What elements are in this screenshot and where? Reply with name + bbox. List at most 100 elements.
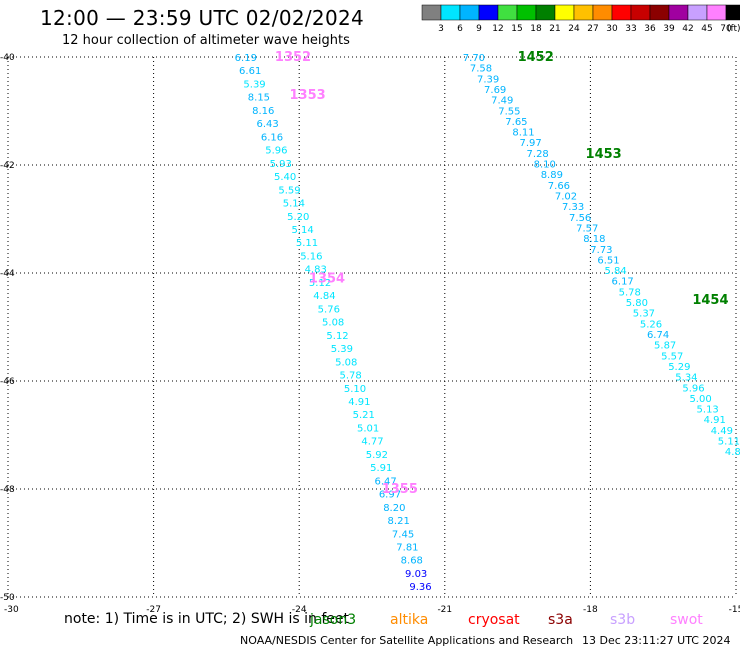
wave-height-point: 8.18 bbox=[583, 234, 605, 245]
wave-height-point: 5.01 bbox=[357, 423, 379, 434]
wave-height-point: 7.33 bbox=[562, 202, 584, 213]
wave-height-point: 5.40 bbox=[274, 172, 296, 183]
colorbar-swatch bbox=[573, 4, 594, 21]
colorbar-label: 12 bbox=[492, 24, 503, 34]
colorbar-label: 36 bbox=[644, 24, 656, 34]
colorbar-label: 70 bbox=[720, 24, 732, 34]
wave-height-point: 5.10 bbox=[344, 384, 366, 395]
wave-height-point: 5.37 bbox=[633, 309, 655, 320]
wave-height-point: 5.14 bbox=[283, 199, 305, 210]
colorbar-swatch bbox=[440, 4, 461, 21]
wave-height-point: 6.17 bbox=[612, 277, 634, 288]
wave-height-point: 5.16 bbox=[300, 251, 322, 262]
colorbar-label: 27 bbox=[587, 24, 598, 34]
satellite-legend-jason3: jason3 bbox=[310, 612, 357, 628]
wave-height-point: 6.51 bbox=[597, 255, 619, 266]
wave-height-point: 5.14 bbox=[291, 225, 313, 236]
wave-height-point: 4.84 bbox=[313, 291, 335, 302]
wave-height-point: 7.57 bbox=[576, 223, 598, 234]
x-tick-label: -27 bbox=[146, 605, 161, 615]
wave-height-point: 5.57 bbox=[661, 351, 683, 362]
wave-height-point: 8.11 bbox=[512, 128, 534, 139]
x-tick-label: -24 bbox=[292, 605, 307, 615]
wave-height-point: 7.56 bbox=[569, 213, 591, 224]
wave-height-point: 5.12 bbox=[309, 278, 331, 289]
wave-height-point: 8.15 bbox=[248, 93, 270, 104]
satellite-legend-s3b: s3b bbox=[610, 612, 636, 628]
colorbar-label: 42 bbox=[682, 24, 693, 34]
wave-height-point: 4.49 bbox=[711, 426, 733, 437]
wave-height-point: 7.45 bbox=[392, 529, 414, 540]
satellite-legend-s3a: s3a bbox=[548, 612, 573, 628]
wave-height-point: 5.92 bbox=[366, 450, 388, 461]
wave-height-point: 5.91 bbox=[370, 463, 392, 474]
colorbar-swatch bbox=[516, 4, 537, 21]
wave-height-point: 6.97 bbox=[379, 490, 401, 501]
wave-height-point: 6.74 bbox=[647, 330, 669, 341]
wave-height-point: 8.68 bbox=[401, 556, 423, 567]
colorbar-unit: (ft) bbox=[727, 24, 740, 34]
wave-height-point: 7.73 bbox=[590, 245, 612, 256]
wave-height-point: 5.08 bbox=[322, 318, 344, 329]
colorbar-label: 45 bbox=[701, 24, 712, 34]
wave-height-point: 5.21 bbox=[353, 410, 375, 421]
wave-height-point: 6.16 bbox=[261, 132, 283, 143]
colorbar-swatch bbox=[478, 4, 499, 21]
wave-height-point: 7.81 bbox=[396, 543, 418, 554]
wave-height-point: 5.11 bbox=[296, 238, 318, 249]
axis-ticks: -30 -27 -24 -21 -18 -15 -40 -42 -44 -46 -48 -50 bbox=[0, 53, 740, 615]
colorbar-label: 30 bbox=[606, 24, 618, 34]
y-tick-label: -48 bbox=[0, 485, 15, 495]
wave-height-point: 4.91 bbox=[348, 397, 370, 408]
wave-height-point: 5.87 bbox=[654, 341, 676, 352]
wave-height-point: 5.84 bbox=[604, 266, 626, 277]
wave-height-point: 7.02 bbox=[555, 192, 577, 203]
chart-subtitle: 12 hour collection of altimeter wave hei… bbox=[62, 33, 350, 48]
track-time-label: 1354 bbox=[309, 271, 345, 286]
grid-lines bbox=[7, 56, 737, 598]
y-tick-label: -40 bbox=[0, 53, 15, 63]
note-text: note: 1) Time is in UTC; 2) SWH is in fe… bbox=[64, 611, 350, 627]
colorbar-swatch bbox=[630, 4, 651, 21]
colorbar-label: 33 bbox=[625, 24, 636, 34]
colorbar-swatch bbox=[535, 4, 556, 21]
satellite-legend-altika: altika bbox=[390, 612, 429, 628]
colorbar-swatch bbox=[421, 4, 442, 21]
colorbar-swatch bbox=[592, 4, 613, 21]
wave-height-point: 7.28 bbox=[527, 149, 549, 160]
colorbar-label: 21 bbox=[549, 24, 560, 34]
wave-height-point: 7.39 bbox=[477, 74, 499, 85]
wave-height-point: 5.59 bbox=[278, 185, 300, 196]
track-time-label: 1353 bbox=[289, 88, 325, 103]
colorbar-legend: 3 6 9 12 15 18 21 24 27 30 33 36 39 42 45 70(ft) bbox=[421, 4, 740, 34]
colorbar-swatch bbox=[459, 4, 480, 21]
x-tick-label: -18 bbox=[583, 605, 598, 615]
wave-height-point: 5.80 bbox=[626, 298, 648, 309]
wave-height-point: 5.39 bbox=[243, 79, 265, 90]
wave-height-point: 5.13 bbox=[697, 405, 719, 416]
wave-height-point: 5.20 bbox=[287, 212, 309, 223]
track-time-label: 1355 bbox=[382, 482, 418, 497]
wave-height-point: 4.77 bbox=[361, 437, 383, 448]
wave-height-point: 7.65 bbox=[505, 117, 527, 128]
wave-height-point: 5.12 bbox=[326, 331, 348, 342]
colorbar-swatch bbox=[706, 4, 727, 21]
x-tick-label: -21 bbox=[437, 605, 452, 615]
wave-height-point: 5.11 bbox=[718, 437, 740, 448]
wave-height-point: 7.97 bbox=[519, 138, 541, 149]
timestamp-text: 13 Dec 23:11:27 UTC 2024 bbox=[582, 634, 731, 647]
x-tick-label: -30 bbox=[4, 605, 19, 615]
wave-height-point: 8.16 bbox=[252, 106, 274, 117]
colorbar-swatch bbox=[611, 4, 632, 21]
colorbar-swatch bbox=[668, 4, 689, 21]
colorbar-label: 24 bbox=[568, 24, 580, 34]
wave-height-point: 7.66 bbox=[548, 181, 570, 192]
colorbar-swatch bbox=[497, 4, 518, 21]
track-jason3: 7.707.587.397.697.497.557.658.117.977.28… bbox=[463, 50, 740, 458]
y-tick-label: -44 bbox=[0, 269, 15, 279]
wave-height-point: 5.34 bbox=[675, 373, 697, 384]
track-time-label: 1452 bbox=[518, 50, 554, 65]
wave-height-point: 5.08 bbox=[335, 357, 357, 368]
wave-height-point: 4.83 bbox=[725, 447, 740, 458]
colorbar-label: 3 bbox=[438, 24, 444, 34]
